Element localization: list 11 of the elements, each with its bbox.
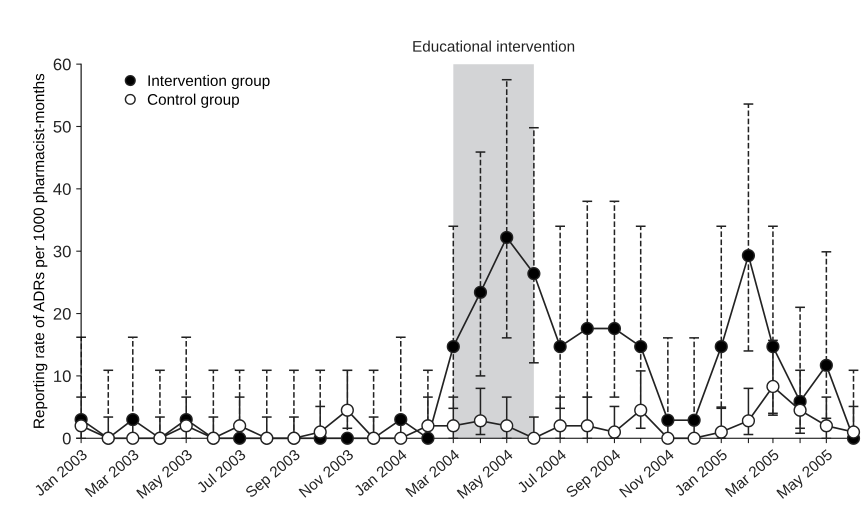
legend-label: Control group <box>148 94 239 108</box>
legend-label: Intervention group <box>148 74 270 90</box>
y-tick-label: 10 <box>54 370 71 382</box>
y-tick-label: 30 <box>54 246 71 258</box>
y-axis-title: Reporting rate of ADRs per 1000 pharmacist-months <box>33 74 48 428</box>
y-tick-label: 20 <box>54 308 71 320</box>
band-label: Educational intervention <box>413 40 574 52</box>
y-tick-label: 40 <box>53 183 71 196</box>
y-tick-label: 60 <box>54 58 71 70</box>
y-tick-label: 0 <box>62 432 71 444</box>
y-tick-label: 50 <box>54 120 71 133</box>
